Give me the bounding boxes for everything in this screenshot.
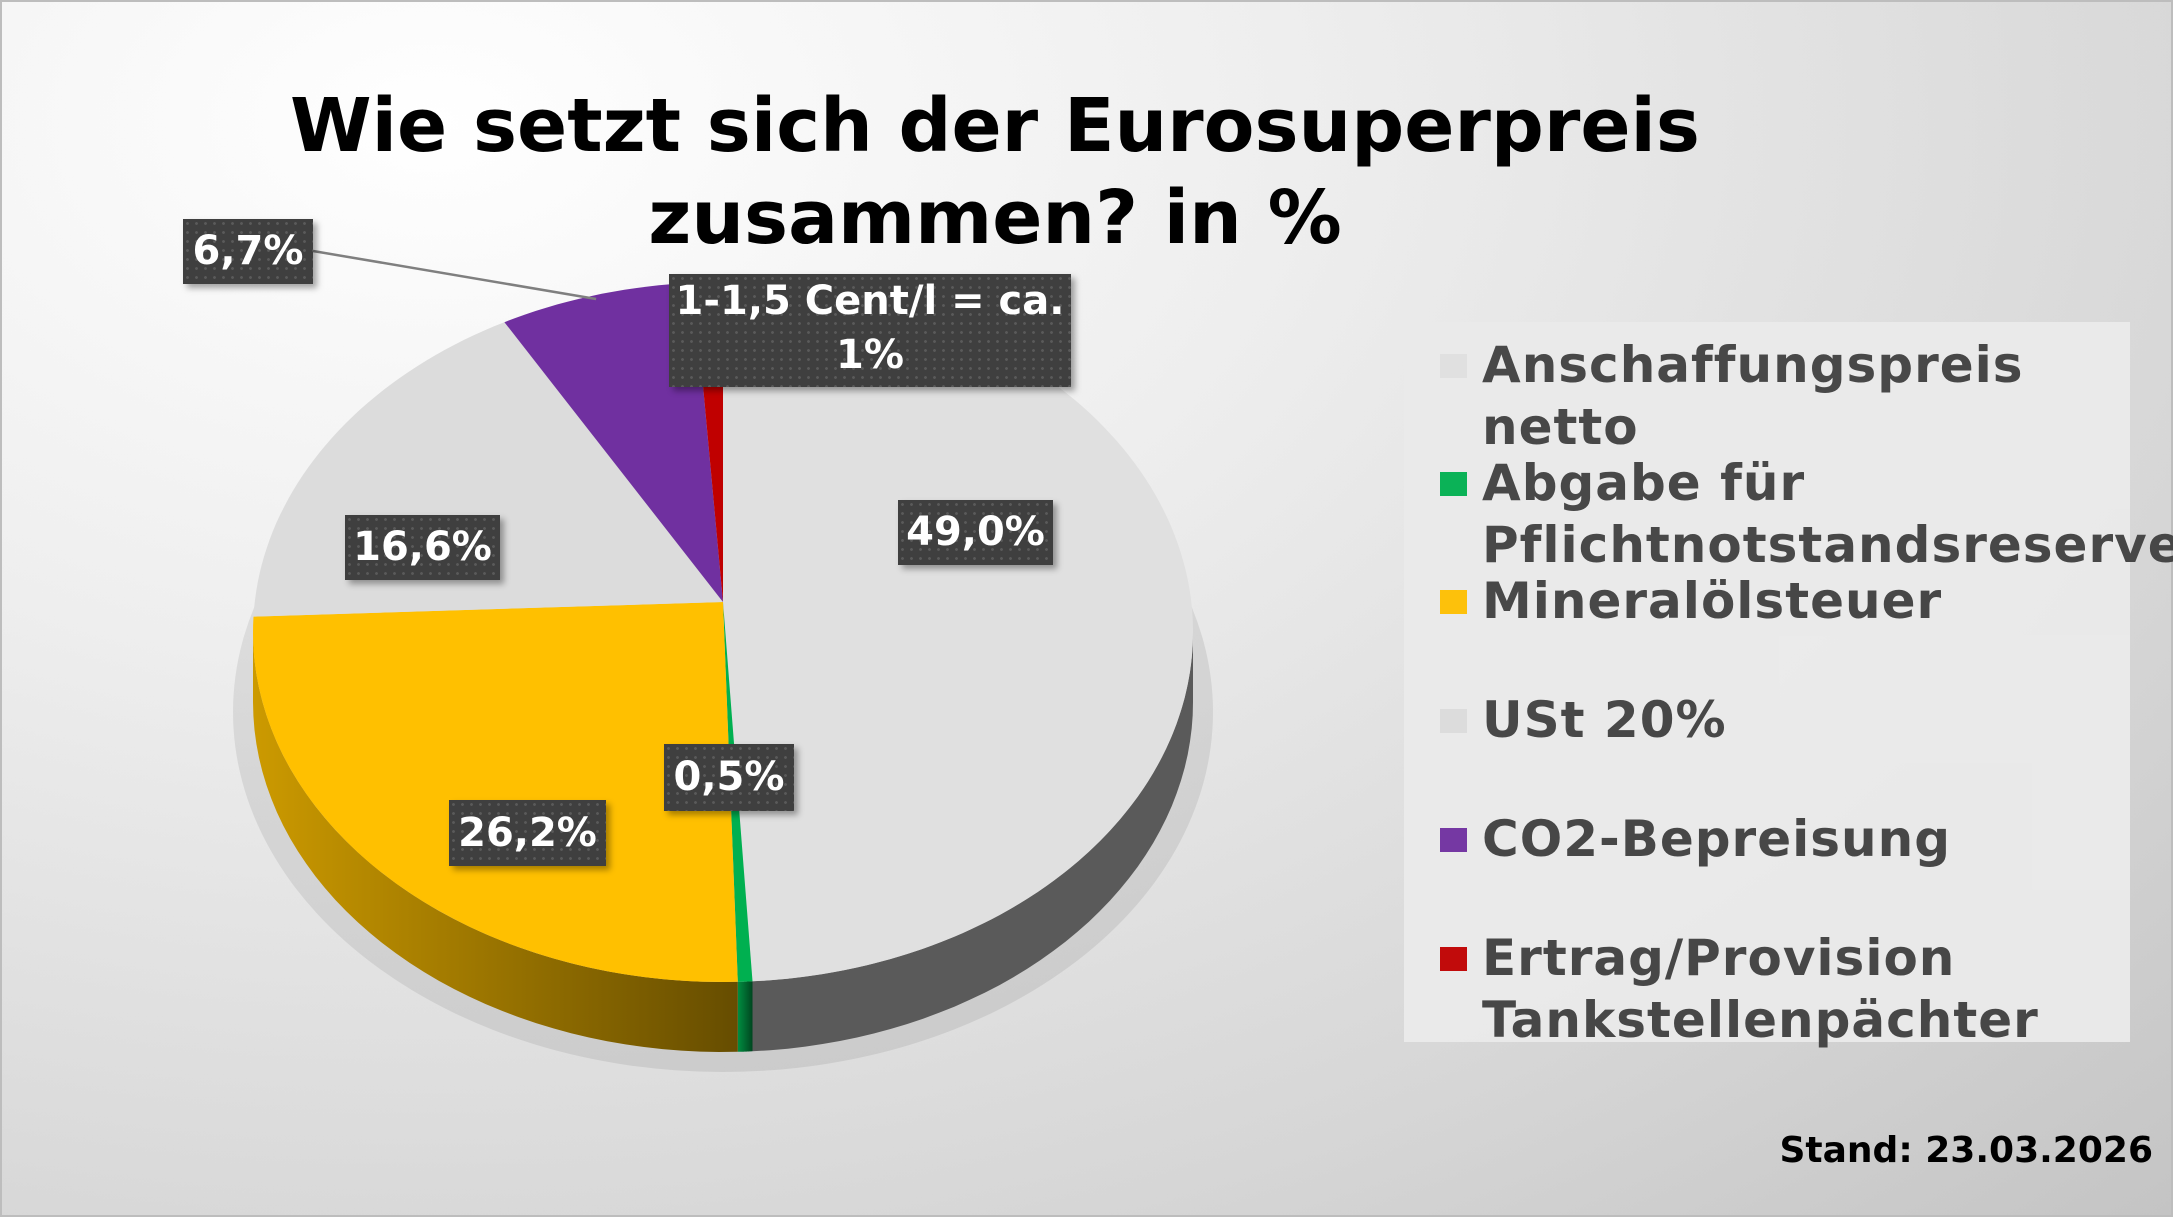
- legend-label: USt 20%: [1482, 691, 1727, 749]
- data-label-anschaffungspreis: 49,0%: [898, 500, 1053, 565]
- leader-line: [312, 249, 597, 301]
- data-label-co2: 6,7%: [183, 219, 313, 284]
- data-label-ertrag-line-1: 1-1,5 Cent/l = ca.: [675, 278, 1065, 324]
- legend-item: USt 20%: [1440, 689, 1727, 751]
- legend-swatch: [1440, 472, 1467, 496]
- legend-swatch: [1440, 709, 1467, 733]
- legend-item: Ertrag/Provision Tankstellenpächter: [1440, 927, 2039, 1051]
- legend-label: Ertrag/Provision Tankstellenpächter: [1482, 929, 2039, 1049]
- legend-label: Mineralölsteuer: [1482, 572, 1943, 630]
- legend-item: CO2-Bepreisung: [1440, 808, 1951, 870]
- legend-label: Abgabe für Pflichtnotstandsreserve: [1482, 454, 2173, 574]
- legend-swatch: [1440, 354, 1467, 378]
- data-label-ertrag: 1-1,5 Cent/l = ca. 1%: [669, 274, 1071, 387]
- title-line-1: Wie setzt sich der Eurosuperpreis: [290, 83, 1700, 169]
- data-label-mineraloelsteuer: 26,2%: [449, 800, 606, 866]
- data-label-abgabe: 0,5%: [664, 744, 794, 811]
- legend-swatch: [1440, 590, 1467, 614]
- legend: Anschaffungspreis netto Abgabe für Pflicht…: [1404, 322, 2173, 1049]
- data-label-ust: 16,6%: [345, 515, 500, 580]
- pie-slice-side: [752, 632, 1193, 1052]
- footnote-date: Stand: 23.03.2026: [1779, 1130, 2154, 1171]
- legend-item: Mineralölsteuer: [1440, 570, 1942, 632]
- legend-item: Anschaffungspreis netto: [1440, 334, 2130, 458]
- pie-slice: [504, 282, 723, 602]
- legend-label: CO2-Bepreisung: [1482, 810, 1952, 868]
- pie-slice-side: [253, 632, 738, 1052]
- data-label-ertrag-line-2: 1%: [836, 332, 904, 378]
- title-line-2: zusammen? in %: [648, 175, 1342, 261]
- pie-slice: [723, 282, 1193, 982]
- pie-slice-side: [737, 981, 753, 1052]
- legend-label: Anschaffungspreis netto: [1482, 336, 2024, 456]
- pie-slice: [253, 602, 738, 982]
- legend-swatch: [1440, 947, 1467, 971]
- chart-title: Wie setzt sich der Eurosuperpreis zusamm…: [250, 80, 1740, 264]
- legend-swatch: [1440, 828, 1467, 852]
- legend-item: Abgabe für Pflichtnotstandsreserve: [1440, 452, 2173, 576]
